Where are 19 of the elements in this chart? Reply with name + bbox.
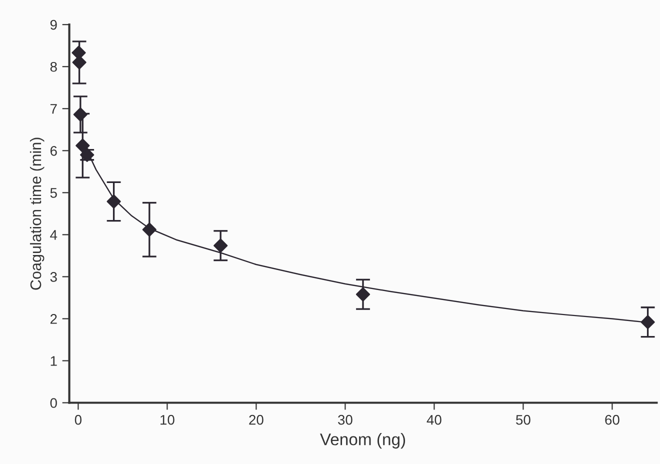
y-axis-title: Coagulation time (min) [30,138,44,290]
y-tick-label: 8 [50,62,57,72]
x-tick-label: 50 [516,414,530,425]
x-axis-title: Venom (ng) [320,433,406,449]
x-tick-label: 30 [338,414,352,425]
y-tick-label: 5 [50,188,57,198]
y-tick-label: 1 [50,356,57,366]
y-tick-label: 6 [50,146,57,156]
y-tick-label: 7 [50,104,57,114]
y-tick-label: 9 [50,20,57,30]
x-tick-label: 60 [605,414,620,425]
y-tick-label: 3 [50,272,57,282]
y-tick-label: 2 [50,314,57,324]
y-tick-label: 0 [50,398,57,408]
x-tick-label: 20 [249,414,264,425]
y-tick-label: 4 [50,230,58,240]
x-tick-label: 10 [160,414,174,425]
x-tick-label: 40 [426,414,442,425]
x-tick-label: 0 [74,414,82,425]
